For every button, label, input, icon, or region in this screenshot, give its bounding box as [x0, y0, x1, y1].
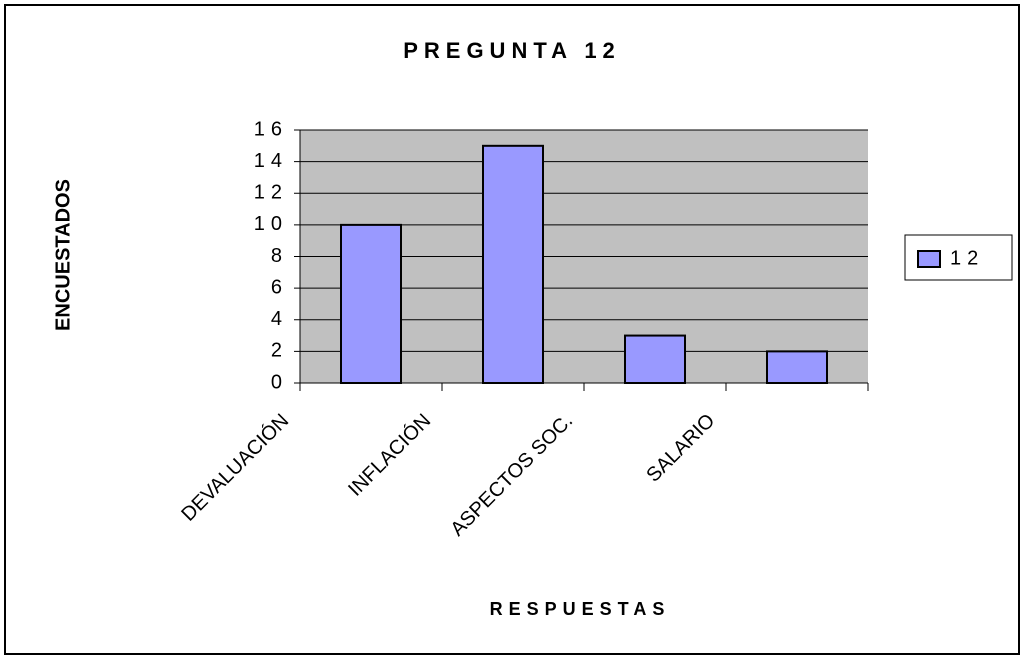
chart-title: PREGUNTA 12 [403, 38, 621, 63]
y-tick-label: 14 [254, 150, 288, 172]
bar [340, 223, 402, 384]
x-axis-title: RESPUESTAS [490, 599, 671, 619]
bar [766, 350, 828, 384]
y-tick-label: 16 [254, 118, 288, 140]
y-tick-label: 0 [271, 371, 288, 393]
legend-swatch [917, 250, 941, 268]
y-axis-title: ENCUESTADOS [52, 179, 74, 331]
bar [624, 334, 686, 384]
y-tick-label: 10 [254, 213, 288, 235]
y-tick-label: 12 [254, 182, 288, 204]
y-tick-label: 6 [271, 276, 288, 298]
bar [482, 144, 544, 384]
legend-label: 12 [950, 247, 984, 269]
y-tick-label: 4 [271, 308, 288, 330]
y-tick-label: 2 [271, 340, 288, 362]
y-tick-label: 8 [271, 245, 288, 267]
